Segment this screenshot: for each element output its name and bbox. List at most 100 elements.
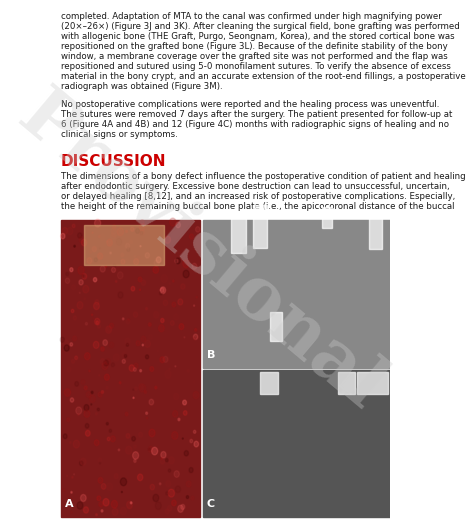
Circle shape (112, 508, 118, 516)
Circle shape (122, 352, 126, 357)
Circle shape (186, 481, 191, 487)
Circle shape (183, 411, 187, 416)
Circle shape (175, 366, 176, 367)
Circle shape (133, 312, 137, 317)
Circle shape (192, 238, 194, 239)
Circle shape (138, 277, 142, 282)
Circle shape (160, 288, 164, 292)
Circle shape (133, 397, 134, 398)
Bar (322, 207, 332, 228)
Circle shape (106, 422, 109, 425)
Circle shape (93, 317, 94, 319)
Circle shape (76, 407, 82, 414)
Circle shape (91, 404, 92, 405)
Circle shape (113, 264, 119, 271)
Circle shape (93, 278, 97, 282)
Circle shape (81, 494, 86, 502)
Circle shape (168, 469, 171, 472)
Circle shape (191, 496, 194, 500)
Circle shape (82, 274, 87, 279)
Circle shape (67, 418, 70, 422)
Circle shape (196, 296, 197, 298)
Circle shape (94, 219, 100, 227)
Text: clinical signs or symptoms.: clinical signs or symptoms. (61, 130, 177, 139)
Circle shape (64, 345, 69, 351)
Circle shape (183, 270, 189, 278)
Circle shape (126, 446, 132, 454)
Circle shape (75, 382, 79, 386)
Circle shape (100, 266, 105, 272)
Circle shape (161, 239, 163, 241)
Circle shape (93, 341, 99, 349)
Circle shape (72, 359, 74, 363)
Circle shape (161, 459, 164, 464)
Circle shape (141, 336, 146, 342)
Circle shape (83, 286, 89, 293)
Circle shape (98, 478, 103, 483)
Circle shape (82, 239, 87, 246)
Circle shape (165, 509, 169, 514)
Circle shape (189, 468, 193, 472)
Circle shape (163, 357, 168, 362)
Circle shape (193, 381, 195, 383)
Circle shape (90, 395, 95, 402)
Circle shape (71, 512, 72, 513)
Circle shape (175, 258, 180, 264)
Circle shape (111, 267, 116, 272)
Circle shape (165, 458, 168, 462)
Circle shape (111, 363, 114, 367)
Circle shape (155, 502, 161, 509)
Circle shape (70, 442, 71, 444)
Circle shape (126, 434, 130, 438)
Circle shape (133, 367, 137, 371)
Circle shape (145, 253, 149, 258)
Circle shape (99, 235, 100, 238)
Circle shape (181, 284, 185, 289)
Circle shape (104, 374, 109, 381)
Circle shape (172, 302, 176, 307)
Circle shape (67, 228, 73, 235)
Circle shape (94, 258, 97, 262)
Bar (270, 312, 282, 341)
Circle shape (160, 357, 164, 363)
Circle shape (146, 412, 147, 414)
Circle shape (164, 500, 166, 503)
Circle shape (193, 430, 196, 433)
Circle shape (153, 266, 159, 274)
Circle shape (62, 228, 68, 234)
Bar (203, 220, 390, 367)
Circle shape (112, 225, 116, 229)
Circle shape (149, 335, 152, 339)
Circle shape (170, 321, 174, 325)
Circle shape (142, 344, 144, 346)
Circle shape (98, 253, 103, 259)
Circle shape (64, 389, 71, 396)
Circle shape (124, 354, 127, 358)
Circle shape (192, 263, 197, 269)
Circle shape (130, 227, 134, 231)
Circle shape (132, 436, 136, 441)
Circle shape (112, 230, 118, 237)
Circle shape (87, 258, 92, 264)
Circle shape (166, 492, 168, 495)
Circle shape (113, 354, 119, 361)
Circle shape (79, 280, 83, 285)
Circle shape (104, 360, 109, 366)
Circle shape (134, 258, 138, 265)
Circle shape (129, 365, 134, 371)
Circle shape (73, 336, 76, 341)
Circle shape (72, 476, 73, 478)
Circle shape (78, 266, 84, 274)
Circle shape (148, 448, 150, 450)
Circle shape (105, 359, 110, 365)
Circle shape (98, 458, 101, 462)
Circle shape (72, 285, 75, 290)
Bar (253, 205, 267, 248)
Circle shape (175, 486, 181, 493)
Circle shape (134, 363, 138, 369)
Text: material in the bony crypt, and an accurate extension of the root-end fillings, : material in the bony crypt, and an accur… (61, 72, 465, 81)
Circle shape (99, 502, 103, 507)
Circle shape (140, 230, 144, 235)
Circle shape (107, 483, 113, 491)
Circle shape (193, 337, 196, 340)
